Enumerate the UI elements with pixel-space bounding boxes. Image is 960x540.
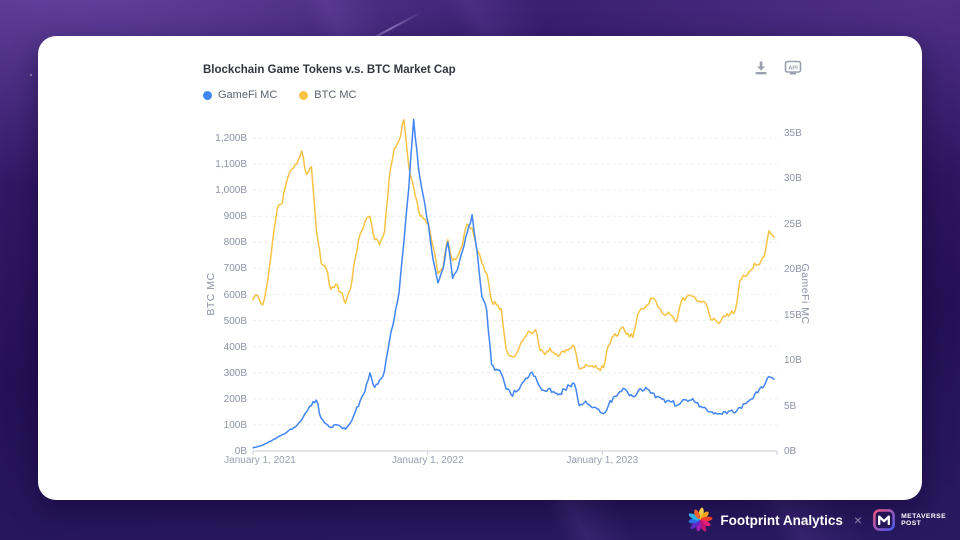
svg-text:API: API: [788, 65, 798, 71]
left-axis-tick-label: 700B: [223, 263, 247, 275]
right-axis-tick-label: 30B: [784, 173, 802, 185]
left-axis-tick-label: 1,000B: [215, 185, 247, 197]
chart-card: Blockchain Game Tokens v.s. BTC Market C…: [38, 36, 922, 500]
left-axis-tick-label: 500B: [223, 315, 247, 327]
legend-item-btc-mc[interactable]: BTC MC: [299, 89, 356, 101]
footprint-logo-icon: [688, 507, 713, 532]
left-axis-tick-label: 600B: [223, 289, 247, 301]
gamefi-legend-dot-icon: [203, 90, 212, 100]
metaverse-post-logo-icon: [873, 509, 896, 531]
right-axis-tick-label: 15B: [784, 309, 802, 321]
right-axis-tick-label: 10B: [784, 355, 802, 367]
legend-label-btc: BTC MC: [314, 89, 357, 101]
chart-legend: GameFi MC BTC MC: [203, 89, 356, 101]
right-axis-tick-label: 20B: [784, 264, 802, 276]
line-chart[interactable]: BTC MC GameFi MC 0B 100B 200B 300B 400B 500B 6…: [205, 108, 811, 473]
api-button[interactable]: API: [782, 58, 804, 78]
download-icon: [755, 61, 767, 75]
x-axis-label: January 1, 2021: [224, 455, 296, 466]
footer-separator: ×: [853, 512, 863, 528]
left-axis-tick-label: 0B: [234, 446, 247, 457]
footer-branding: Footprint Analytics × METAVERSE POST: [687, 507, 946, 533]
right-axis-tick-label: 5B: [784, 400, 797, 412]
right-axis-tick-label: 25B: [784, 218, 802, 230]
x-axis-label: January 1, 2022: [391, 455, 464, 466]
legend-item-gamefi-mc[interactable]: GameFi MC: [203, 89, 277, 101]
right-axis-title: GameFi MC: [799, 263, 811, 325]
left-axis-tick-label: 200B: [223, 393, 247, 405]
left-axis-tick-label: 400B: [223, 341, 247, 353]
metaverse-post-brand: METAVERSE POST: [873, 509, 946, 531]
left-axis-tick-label: 800B: [223, 237, 247, 249]
right-axis-tick-label: 35B: [784, 128, 802, 139]
footprint-brand-name: Footprint Analytics: [720, 512, 843, 528]
left-axis-tick-label: 300B: [223, 367, 247, 379]
right-axis-tick-label: 0B: [784, 446, 797, 457]
left-axis-tick-label: 1,100B: [215, 159, 247, 171]
left-axis-tick-label: 1,200B: [215, 133, 247, 144]
left-axis-tick-label: 100B: [223, 419, 247, 431]
left-axis-tick-label: 900B: [223, 211, 247, 223]
x-axis-label: January 1, 2023: [566, 455, 639, 466]
legend-label-gamefi: GameFi MC: [218, 89, 278, 101]
metaverse-post-name: METAVERSE POST: [901, 512, 946, 528]
chart-toolbar: API: [750, 58, 804, 78]
star-dot: [30, 74, 32, 76]
download-button[interactable]: [750, 58, 772, 78]
plot-area[interactable]: [252, 108, 778, 468]
chart-title: Blockchain Game Tokens v.s. BTC Market C…: [203, 64, 456, 76]
btc-legend-dot-icon: [299, 90, 309, 100]
api-icon: API: [784, 60, 802, 75]
footprint-analytics-brand: Footprint Analytics: [687, 507, 843, 533]
